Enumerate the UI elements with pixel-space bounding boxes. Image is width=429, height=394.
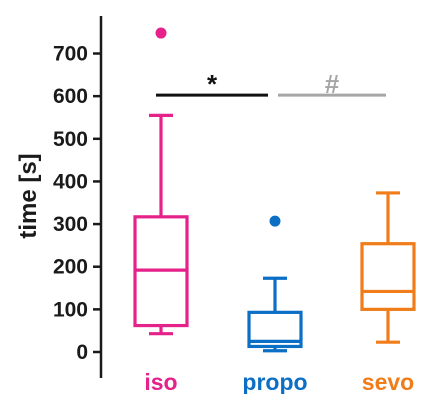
significance-symbol: # <box>325 69 340 99</box>
y-tick-label: 400 <box>53 170 88 193</box>
box-propo <box>247 215 303 353</box>
category-label-iso: iso <box>144 369 177 394</box>
y-tick-label: 500 <box>53 128 88 151</box>
y-tick-label: 100 <box>53 298 88 321</box>
y-axis-label: time [s] <box>15 153 42 238</box>
y-axis-ticks: 0 100 200 300 400 500 600 700 <box>53 43 101 364</box>
box-series <box>133 27 416 353</box>
category-labels: iso propo sevo <box>144 369 414 394</box>
outlier-point <box>269 215 281 227</box>
box-iso <box>133 27 189 336</box>
significance-symbol: * <box>207 69 218 99</box>
box-sevo <box>360 191 416 344</box>
y-tick-label: 300 <box>53 213 88 236</box>
y-tick-label: 0 <box>76 341 88 364</box>
y-tick-label: 600 <box>53 85 88 108</box>
category-label-propo: propo <box>242 369 307 394</box>
y-tick-label: 200 <box>53 256 88 279</box>
y-tick-label: 700 <box>53 43 88 66</box>
iqr-box <box>360 242 416 311</box>
outlier-point <box>155 27 167 39</box>
significance-annotations: * # <box>156 69 386 99</box>
category-label-sevo: sevo <box>362 369 414 394</box>
